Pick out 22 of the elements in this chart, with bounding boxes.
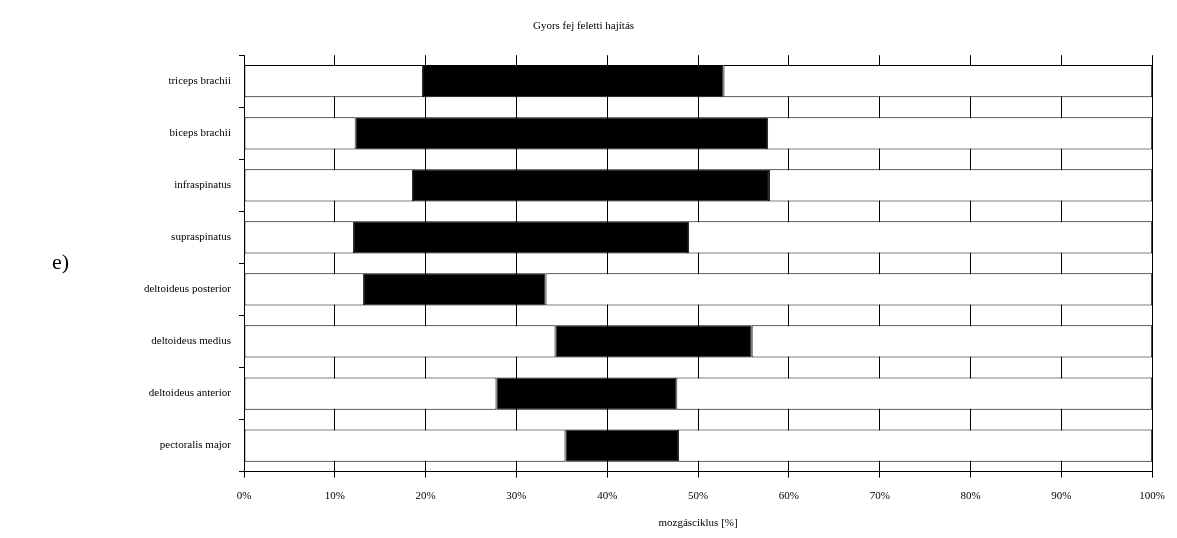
x-tick-label: 40% xyxy=(597,489,618,502)
x-tick-label: 0% xyxy=(236,489,252,502)
x-tick-label: 50% xyxy=(688,489,709,502)
text: e) xyxy=(52,249,70,275)
y-tick-label: biceps brachii xyxy=(169,126,231,139)
x-tick-label: 20% xyxy=(415,489,436,502)
x-tick-label: 10% xyxy=(324,489,345,502)
y-tick-label: infraspinatus xyxy=(174,178,231,191)
x-tick-label: 60% xyxy=(778,489,799,502)
x-tick-label: 90% xyxy=(1051,489,1072,502)
y-tick-label: deltoideus medius xyxy=(151,334,231,347)
y-tick-label: deltoideus posterior xyxy=(143,282,232,295)
x-tick-label: 100% xyxy=(1139,489,1165,502)
x-tick-label: 70% xyxy=(869,489,890,502)
x-axis-title: mozgásciklus [%] xyxy=(658,516,738,529)
x-tick-label: 30% xyxy=(506,489,527,502)
y-tick-label: supraspinatus xyxy=(171,230,231,243)
y-tick-label: triceps brachii xyxy=(168,74,231,87)
chart-title: Gyors fej feletti hajítás xyxy=(532,19,635,32)
y-tick-label: deltoideus anterior xyxy=(148,386,232,399)
y-tick-label: pectoralis major xyxy=(159,438,232,451)
x-tick-label: 80% xyxy=(960,489,981,502)
